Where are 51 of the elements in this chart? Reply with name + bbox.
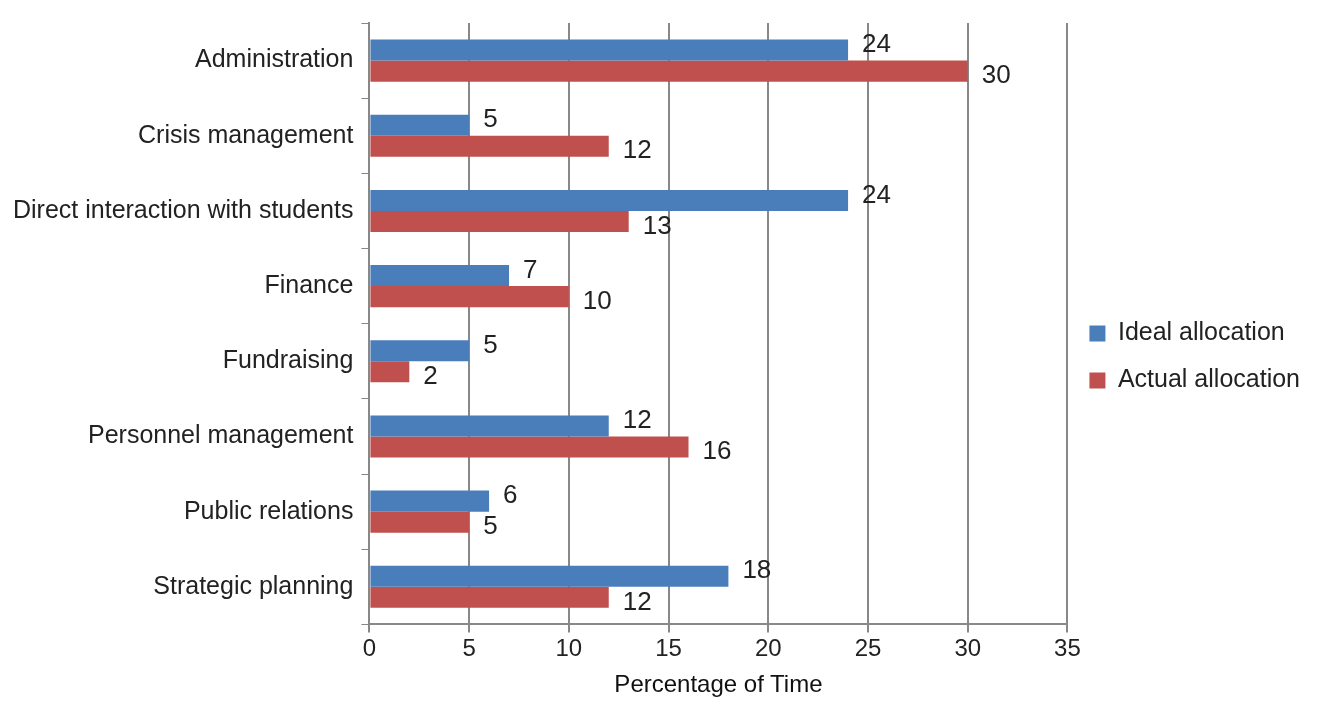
data-label: 5 [483,328,498,359]
y-tick-label: Crisis management [138,119,354,148]
bar [370,265,510,287]
y-tick-label: Strategic planning [153,570,354,599]
bar [370,415,609,437]
x-tick-label: 5 [462,634,476,662]
bar [370,114,470,136]
bar [370,586,609,608]
x-tick-label: 10 [555,634,583,662]
data-label: 2 [423,359,438,390]
bar [370,340,470,362]
x-tick-label: 30 [954,634,982,662]
x-tick-label: 35 [1054,634,1081,662]
data-label: 24 [862,28,891,59]
bar [370,189,849,211]
bar [370,436,689,458]
data-label: 12 [622,585,652,616]
y-tick-label: Administration [195,44,354,73]
y-tick-label: Fundraising [222,345,354,374]
data-label: 5 [483,510,498,541]
bar [370,565,729,587]
y-tick-label: Personnel management [87,420,354,449]
x-tick-label: 25 [854,634,882,662]
legend-label: Ideal allocation [1117,317,1285,346]
data-label: 7 [523,253,538,284]
bar [370,286,569,308]
x-tick-label: 20 [754,634,782,662]
x-axis-title: Percentage of Time [614,670,823,698]
bar [370,210,629,232]
data-label: 12 [622,404,652,435]
data-label: 30 [981,59,1011,90]
y-tick-label: Finance [264,270,354,298]
data-label: 13 [642,209,672,240]
data-label: 18 [742,554,772,585]
x-tick-label: 15 [655,634,682,662]
y-tick-label: Public relations [183,495,354,524]
bar [370,60,968,82]
bar [370,135,609,157]
legend-label: Actual allocation [1117,364,1301,393]
data-label: 5 [483,103,498,134]
bar [370,361,410,383]
x-tick-label: 0 [362,634,377,662]
bar [370,39,849,61]
data-label: 10 [582,284,612,315]
y-tick-label: Direct interaction with students [12,194,354,223]
data-label: 6 [503,479,518,510]
bar [370,511,470,533]
data-label: 12 [622,134,652,165]
data-label: 16 [702,435,732,466]
data-label: 24 [862,178,891,209]
bar [370,490,490,512]
